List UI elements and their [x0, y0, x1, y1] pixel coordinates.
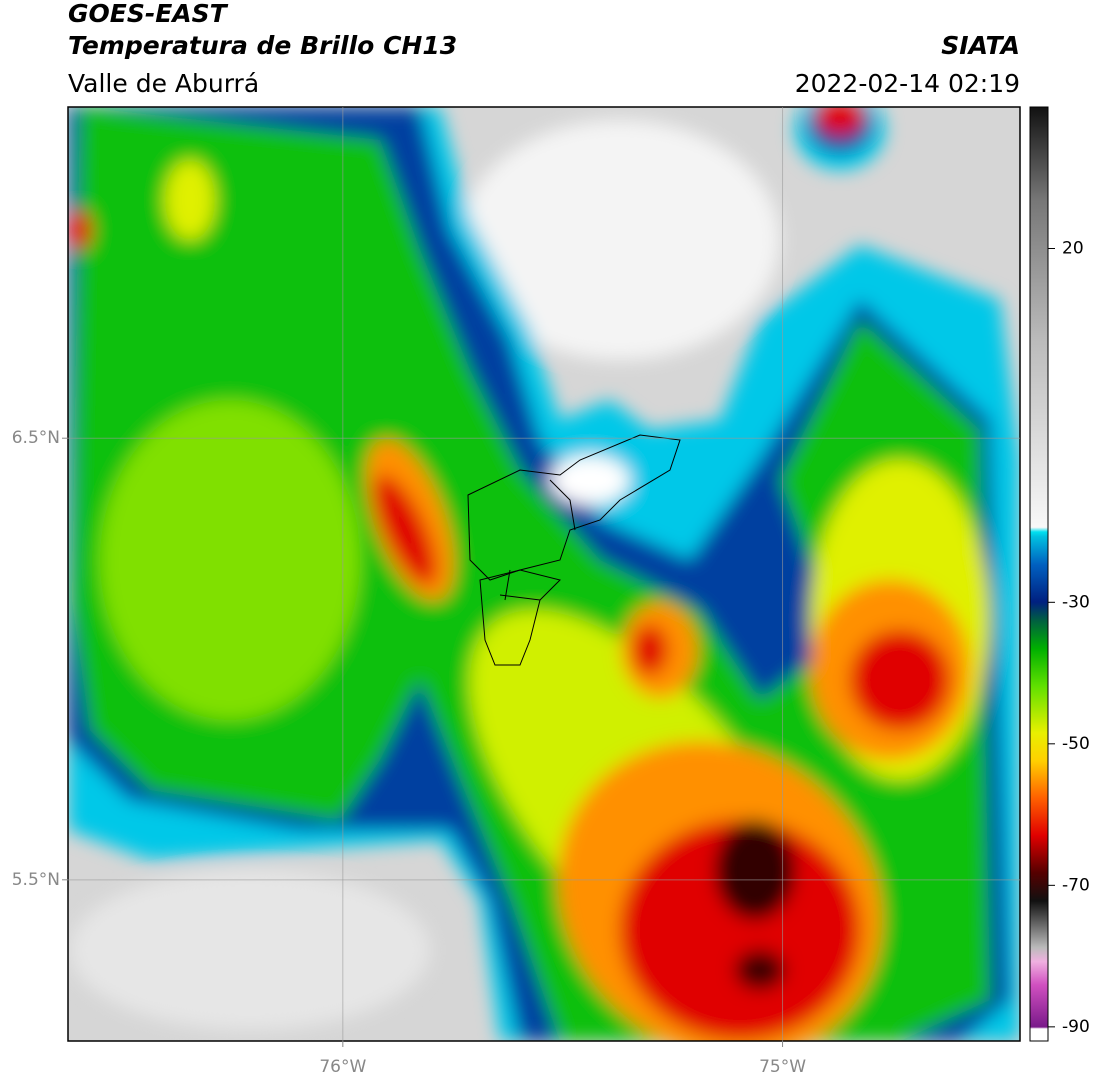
y-tick-label: 6.5°N: [12, 428, 60, 448]
colorbar-tick-label: -90: [1062, 1017, 1090, 1037]
y-tick-label: 5.5°N: [12, 870, 60, 890]
datetime: 2022-02-14 02:19: [795, 69, 1020, 98]
subtitle: Temperatura de Brillo CH13: [68, 31, 457, 60]
x-tick-label: 76°W: [319, 1057, 366, 1077]
source: SIATA: [941, 31, 1020, 60]
title: GOES-EAST: [68, 0, 229, 28]
colorbar-tick-label: -30: [1062, 592, 1090, 612]
colorbar-tick-label: 20: [1062, 239, 1084, 259]
map-frame: [67, 106, 1021, 1042]
imagery: [68, 107, 1020, 1041]
colorbar-tick-label: -70: [1062, 875, 1090, 895]
x-tick-label: 75°W: [759, 1057, 806, 1077]
region: Valle de Aburrá: [68, 69, 259, 98]
municipal-boundaries: [467, 434, 681, 666]
colorbar: [1029, 106, 1049, 1042]
colorbar-tick-label: -50: [1062, 734, 1090, 754]
